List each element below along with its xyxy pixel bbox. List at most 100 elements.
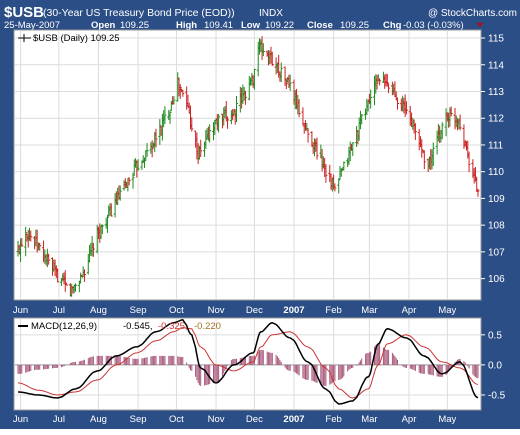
x-tick-label: Jun [13,414,28,425]
price-bar [467,151,471,172]
histogram-value: -0.220 [194,321,221,332]
price-bar [226,116,230,129]
exchange-label: INDX [259,8,283,19]
macd-tick-label: 0.0 [488,360,502,371]
macd-tick-label: -0.5 [488,390,506,401]
price-panel [13,29,482,301]
price-bar [440,122,444,140]
x-tick-label: Dec [246,305,263,316]
price-bar [105,215,109,233]
price-tick-label: 115 [488,34,504,45]
x-tick-label: Mar [361,414,377,425]
x-tick-label: Feb [325,305,341,316]
macd-value: -0.545, [123,321,153,332]
price-bar [91,242,95,257]
price-bar [333,183,337,192]
close-value: 109.25 [340,20,369,31]
price-bar [431,142,435,167]
x-tick-label: Dec [246,414,263,425]
price-bar [449,106,453,117]
price-bar [396,97,399,110]
price-bar [63,270,67,292]
x-tick-label: Aug [90,414,107,425]
symbol-title: $USB [4,4,44,21]
price-bar [422,150,426,170]
price-bar [74,283,77,292]
signal-value: -0.325, [158,321,188,332]
price-bar [315,137,319,160]
macd-legend: MACD(12,26,9) -0.545, -0.325, -0.220 [18,321,221,332]
price-tick-label: 109 [488,194,505,205]
price-tick-label: 107 [488,247,505,258]
price-bar [199,139,203,158]
open-value: 109.25 [120,20,149,31]
price-bar [154,128,158,148]
high-label: High [176,20,197,31]
price-bar [404,101,408,115]
price-bar [20,238,24,247]
price-bar [178,84,182,99]
quote-date: 25-May-2007 [4,20,60,31]
price-tick-label: 112 [488,114,504,125]
x-tick-label: Sep [130,305,147,316]
high-value: 109.41 [204,20,233,31]
price-bar [38,242,42,251]
chg-label: Chg [383,20,402,31]
price-bar [283,66,287,86]
price-bar [324,164,328,183]
macd-histogram [17,343,479,386]
x-tick-label: Feb [325,414,341,425]
down-arrow-icon [477,23,483,27]
price-bar [118,185,122,201]
x-tick-label: Aug [90,305,107,316]
price-bar [190,117,194,132]
price-bar [168,111,172,124]
security-name: (30-Year US Treasury Bond Price (EOD)) [43,7,235,19]
price-bar [279,62,283,83]
price-bar [127,177,131,186]
x-tick-label: 2007 [283,414,304,425]
chg-value: -0.03 (-0.03%) [403,20,464,31]
macd-line [18,318,479,405]
open-label: Open [91,20,115,31]
x-tick-label: May [438,305,456,316]
price-bar [65,283,69,286]
price-bar [261,43,265,57]
price-bar [47,253,51,265]
low-label: Low [241,20,261,31]
price-bar [100,224,104,235]
watermark: @ StockCharts.com [428,8,517,19]
price-bar [136,159,140,171]
price-bar [369,89,373,109]
x-tick-label: Mar [361,305,377,316]
x-tick-label: Nov [208,305,225,316]
price-bar [217,113,221,133]
price-bar [360,114,364,125]
price-bar [243,90,247,105]
price-bar [235,96,238,123]
price-bar [181,89,185,97]
price-tick-label: 111 [488,140,504,151]
low-value: 109.22 [265,20,294,31]
macd-legend-label: MACD(12,26,9) [31,321,97,332]
close-label: Close [307,20,333,31]
macd-axis: 0.5 0.0 -0.5 [481,330,506,401]
price-bar [342,161,346,171]
x-tick-label: Sep [130,414,147,425]
price-bar [297,99,301,118]
price-bars [16,36,480,297]
price-bar [158,119,162,145]
price-tick-label: 114 [488,60,504,71]
price-bar [387,83,391,94]
price-tick-label: 106 [488,274,505,285]
price-bar [476,188,480,197]
x-axis-top: Jun Jul Aug Sep Oct Nov Dec 2007 Feb Mar Apr May [13,305,457,316]
price-axis: 115 114 113 112 111 110 109 108 107 106 [481,34,505,285]
price-tick-label: 113 [488,87,504,98]
x-tick-label: 2007 [283,305,304,316]
price-bar [351,142,355,157]
x-tick-label: Nov [208,414,225,425]
price-bar [375,74,379,90]
price-bar [270,51,274,67]
price-bar [82,269,86,282]
